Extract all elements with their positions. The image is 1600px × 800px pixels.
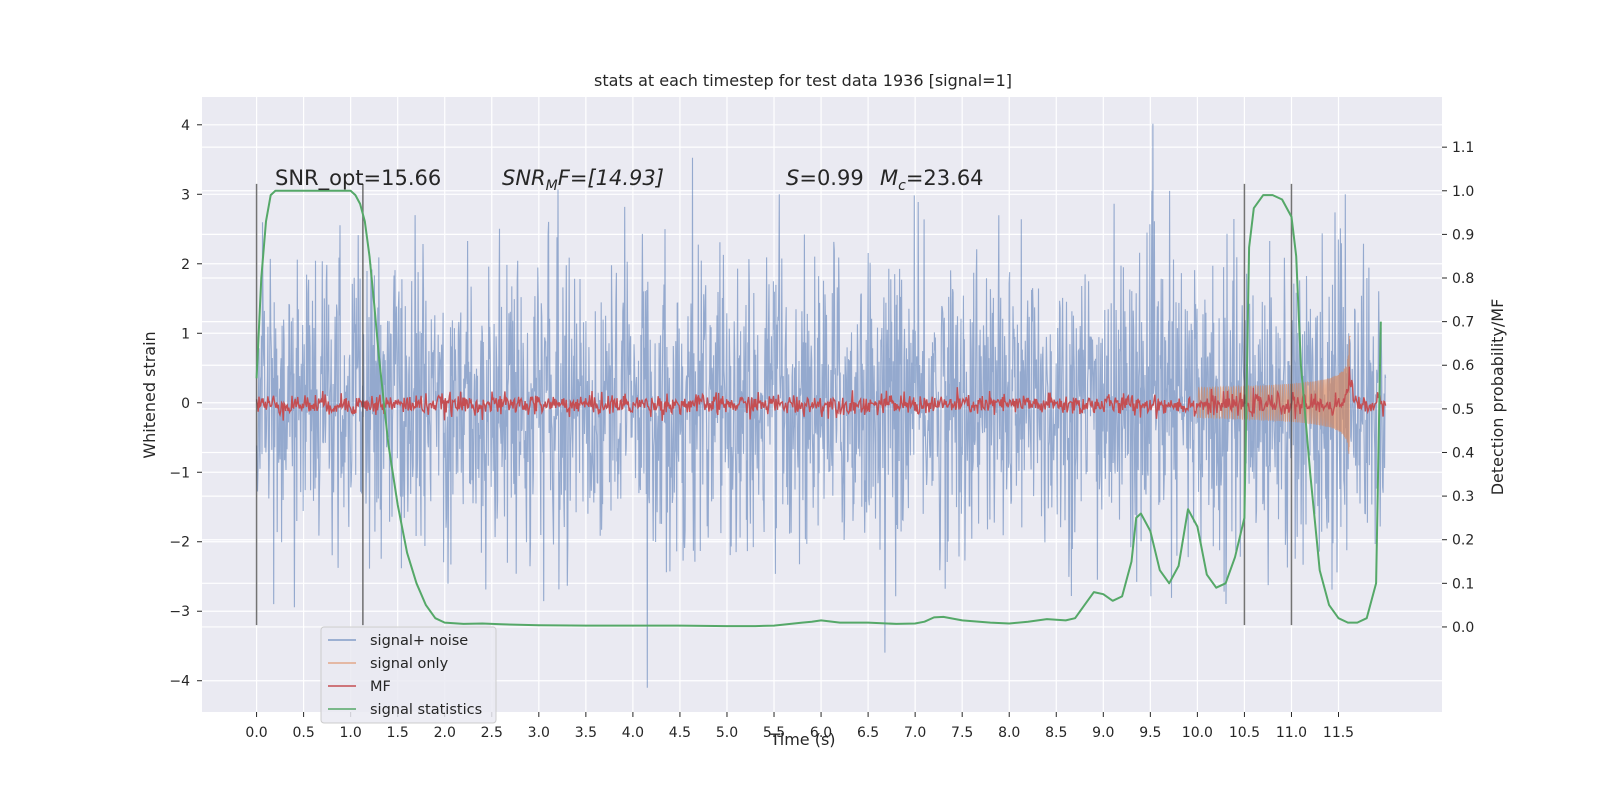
left-axis-ticks: 4 3 2 1 0 −1 −2 −3 −4 [169, 118, 202, 690]
legend-label-signal-only: signal only [370, 656, 449, 672]
y-tick-label-1: 3 [181, 187, 190, 203]
y-right-tick-label-11: 0.0 [1452, 620, 1474, 636]
x-tick-label-6: 3.0 [528, 725, 550, 741]
y-tick-label-8: −4 [169, 674, 190, 690]
y-right-tick-label-10: 0.1 [1452, 576, 1474, 592]
annotation-s-value: =0.99 [799, 166, 863, 190]
y-right-tick-label-0: 1.1 [1452, 140, 1474, 156]
annotation-mc-value: =23.64 [906, 166, 984, 190]
y-axis-label: Whitened strain [140, 331, 159, 458]
x-tick-label-22: 11.0 [1276, 725, 1307, 741]
annotation-snr-mf: SNRMF=[14.93] [502, 166, 664, 194]
y-tick-label-0: 4 [181, 118, 190, 134]
legend-box [320, 626, 497, 724]
annotation-mc-sub: c [898, 178, 906, 194]
x-tick-label-18: 9.0 [1092, 725, 1114, 741]
x-tick-label-16: 8.0 [998, 725, 1020, 741]
x-tick-label-12: 6.0 [810, 725, 832, 741]
y-right-tick-label-2: 0.9 [1452, 227, 1474, 243]
y-axis-right-label: Detection probability/MF [1488, 299, 1507, 496]
annotation-snr-mf-rest: F=[14.93] [558, 166, 664, 190]
y-tick-label-6: −2 [169, 535, 190, 551]
y-tick-label-4: 0 [181, 396, 190, 412]
y-tick-label-2: 2 [181, 257, 190, 273]
x-tick-label-0: 0.0 [245, 725, 267, 741]
annotation-s: S=0.99 [786, 166, 864, 190]
x-tick-label-21: 10.5 [1229, 725, 1260, 741]
x-tick-label-2: 1.0 [340, 725, 362, 741]
annotation-snr-mf-label: SNR [502, 166, 546, 190]
y-right-tick-label-9: 0.2 [1452, 533, 1474, 549]
x-tick-label-14: 7.0 [904, 725, 926, 741]
x-tick-label-19: 9.5 [1139, 725, 1161, 741]
x-tick-label-7: 3.5 [575, 725, 597, 741]
legend: signal+ noise signal only MF signal stat… [320, 626, 497, 724]
x-tick-label-10: 5.0 [716, 725, 738, 741]
y-tick-label-5: −1 [169, 465, 190, 481]
series-signal-statistics-line [255, 189, 1382, 628]
x-tick-label-8: 4.0 [622, 725, 644, 741]
x-tick-label-20: 10.0 [1182, 725, 1213, 741]
x-tick-label-4: 2.0 [434, 725, 456, 741]
annotation-mc: Mc=23.64 [880, 166, 984, 194]
x-tick-label-3: 1.5 [387, 725, 409, 741]
series-signal-noise-line [256, 123, 1387, 688]
y-right-tick-label-4: 0.7 [1452, 315, 1474, 331]
x-axis-ticks: 0.0 0.5 1.0 1.5 2.0 2.5 3.0 3.5 4.0 4.5 5.0 5.5 6.0 6… [245, 712, 1354, 741]
x-tick-label-11: 5.5 [763, 725, 785, 741]
legend-label-signal-noise: signal+ noise [370, 633, 468, 649]
annotation-mc-label: M [880, 166, 898, 190]
legend-label-signal-statistics: signal statistics [370, 702, 482, 718]
y-tick-label-7: −3 [169, 604, 190, 620]
y-right-tick-label-7: 0.4 [1452, 445, 1474, 461]
y-tick-label-3: 1 [181, 326, 190, 342]
y-right-tick-label-8: 0.3 [1452, 489, 1474, 505]
y-right-tick-label-3: 0.8 [1452, 271, 1474, 287]
x-tick-label-15: 7.5 [951, 725, 973, 741]
series-mf-line [255, 366, 1387, 421]
annotation-snr-opt: SNR_opt=15.66 [275, 166, 441, 191]
x-tick-label-5: 2.5 [481, 725, 503, 741]
right-axis-ticks: 1.1 1.0 0.9 0.8 0.7 0.6 0.5 0.4 0.3 0.2 0.1 0.0 [1442, 140, 1474, 636]
annotation-s-label: S [786, 166, 799, 190]
series-layer [255, 123, 1387, 688]
x-tick-label-13: 6.5 [857, 725, 879, 741]
chart-title: stats at each timestep for test data 193… [594, 71, 1012, 90]
x-tick-label-17: 8.5 [1045, 725, 1067, 741]
x-axis-label: Time (s) [769, 730, 835, 749]
x-tick-label-9: 4.5 [669, 725, 691, 741]
y-right-tick-label-5: 0.6 [1452, 358, 1474, 374]
y-right-tick-label-6: 0.5 [1452, 402, 1474, 418]
x-tick-label-23: 11.5 [1323, 725, 1354, 741]
y-right-tick-label-1: 1.0 [1452, 184, 1474, 200]
x-tick-label-1: 0.5 [292, 725, 314, 741]
annotation-snr-mf-sub: M [546, 178, 558, 194]
legend-label-mf: MF [370, 679, 391, 695]
